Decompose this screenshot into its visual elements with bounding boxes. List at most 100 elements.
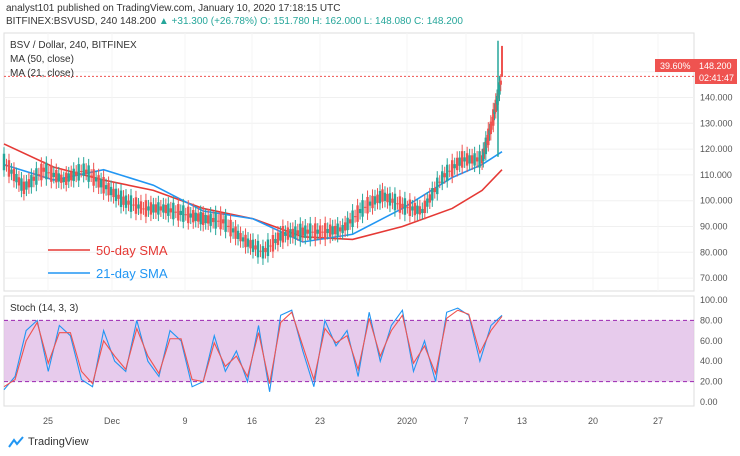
candle-body (259, 250, 262, 252)
candle-body (482, 148, 485, 162)
candle-body (231, 228, 235, 233)
candle-body (336, 223, 339, 236)
candle-body (55, 169, 58, 183)
time-badge-bg (695, 72, 737, 84)
axes: 150.000140.000130.000120.000110.000100.0… (43, 67, 733, 426)
candle-body (396, 203, 399, 205)
stoch-y-tick: 40.00 (700, 356, 723, 366)
x-tick: 20 (588, 416, 598, 426)
candle-body (373, 196, 377, 205)
candle-body (326, 228, 329, 234)
candle-body (485, 141, 489, 143)
candle-body (77, 164, 80, 181)
candle-body (104, 185, 108, 190)
candle-body (438, 181, 441, 183)
candle-body (132, 204, 135, 206)
main-series (2, 40, 694, 265)
candle-body (89, 175, 93, 177)
main-y-tick: 90.000 (700, 222, 728, 232)
candle-body (219, 212, 222, 230)
candle-body (311, 231, 314, 233)
candle-body (393, 193, 397, 211)
candle-body (401, 203, 404, 208)
main-y-tick: 70.000 (700, 273, 728, 283)
candle-body (299, 223, 302, 241)
candle-body (172, 202, 175, 220)
main-y-tick: 100.000 (700, 196, 733, 206)
candle-body (490, 123, 494, 125)
candle-body (124, 195, 128, 208)
candle-body (45, 162, 48, 180)
candle-body (60, 174, 63, 183)
candle-body (142, 208, 145, 210)
candle-body (421, 208, 424, 214)
candle-body (492, 109, 495, 126)
candle-body (87, 165, 90, 182)
candle-body (214, 212, 217, 229)
candle-body (224, 215, 227, 232)
candle-body (67, 173, 70, 182)
candle-body (62, 177, 65, 183)
candle-body (309, 223, 312, 240)
candle-body (383, 192, 387, 201)
candle-body (154, 204, 158, 213)
candle-body (7, 160, 11, 177)
candle-body (216, 220, 220, 222)
candle-body (236, 230, 240, 240)
main-y-tick: 140.000 (700, 93, 733, 103)
candle-body (443, 173, 446, 178)
candle-body (35, 168, 38, 185)
candle-body (50, 165, 53, 182)
candle-body (366, 196, 369, 214)
candle-body (167, 203, 170, 216)
stoch-d-line (3, 309, 503, 388)
candle-body (234, 226, 237, 239)
candle-body (388, 193, 392, 206)
candle-body (455, 157, 459, 171)
candle-body (12, 168, 16, 182)
candle-body (184, 214, 187, 216)
main-y-tick: 80.000 (700, 247, 728, 257)
candle-body (264, 247, 267, 253)
candle-body (40, 163, 43, 181)
candle-body (149, 202, 153, 215)
candle-body (249, 240, 252, 249)
candle-body (498, 82, 501, 95)
candle-body (316, 229, 319, 234)
candle-body (99, 179, 103, 188)
candle-body (487, 128, 490, 146)
candle-body (494, 99, 497, 113)
candle-body (426, 198, 429, 207)
candle-body (306, 229, 309, 234)
candle-body (134, 197, 138, 214)
tradingview-logo-icon (8, 436, 24, 448)
candle-body (241, 237, 245, 242)
last-price: 148.200 (119, 16, 157, 27)
candle-body (368, 201, 372, 206)
candle-body (32, 176, 36, 181)
x-tick: 25 (43, 416, 53, 426)
candle-body (199, 211, 202, 225)
candle-body (279, 232, 282, 241)
candle-body (79, 171, 83, 173)
candle-body (493, 109, 496, 114)
candle-body (274, 238, 277, 244)
candle-body (489, 121, 492, 135)
candle-body (453, 164, 456, 169)
candle-body (17, 177, 21, 186)
candle-body (246, 238, 250, 247)
candle-body (328, 224, 332, 237)
candle-body (376, 194, 379, 203)
candle-body (194, 212, 197, 221)
candle-body (47, 172, 51, 174)
candle-body (470, 155, 474, 164)
footer: TradingView (8, 436, 89, 448)
candle-body (356, 205, 359, 222)
candle-body (463, 157, 466, 162)
candle-body (157, 202, 160, 215)
candle-body (324, 223, 327, 240)
candle-body (229, 219, 232, 237)
footer-brand: TradingView (28, 436, 89, 448)
candle-body (164, 204, 168, 214)
